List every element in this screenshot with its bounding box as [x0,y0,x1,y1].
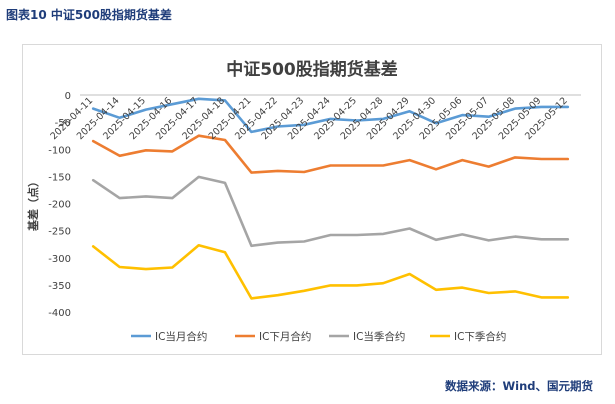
basis-line-chart: 中证500股指期货基差 基差（点） 0 -50 -100 -150 -200 -250 -30… [26,59,581,343]
y-axis: 基差（点） 0 -50 -100 -150 -200 -250 -300 -350 -400 [26,91,71,319]
series-line-4 [91,244,570,300]
figure-caption: 图表10 中证500股指期货基差 [6,8,172,22]
legend: IC当月合约 IC下月合约 IC当季合约 IC下季合约 [131,330,506,343]
source-note: 数据来源：Wind、国元期货 [444,379,593,393]
y-tick-label: -100 [48,145,71,156]
legend-label: IC当月合约 [155,330,207,343]
legend-label: IC下季合约 [454,330,506,343]
y-axis-label: 基差（点） [26,176,40,232]
y-tick-label: -50 [55,118,71,129]
y-tick-label: -250 [48,227,71,238]
legend-label: IC下月合约 [259,330,311,343]
series-line-3 [91,175,570,248]
chart-frame: 中证500股指期货基差 基差（点） 0 -50 -100 -150 -200 -250 -30… [22,44,602,355]
chart-title: 中证500股指期货基差 [226,59,398,80]
legend-label: IC当季合约 [353,330,405,343]
y-tick-label: -400 [48,308,71,319]
y-tick-label: -350 [48,281,71,292]
series-line-2 [91,134,570,174]
series-layer [91,97,570,300]
y-tick-label: -200 [48,200,71,211]
y-tick-label: 0 [65,91,71,102]
x-axis: 2025-04-112025-04-142025-04-152025-04-16… [48,94,581,142]
series-line-1 [91,97,570,134]
y-tick-label: -150 [48,172,71,183]
y-tick-label: -300 [48,254,71,265]
